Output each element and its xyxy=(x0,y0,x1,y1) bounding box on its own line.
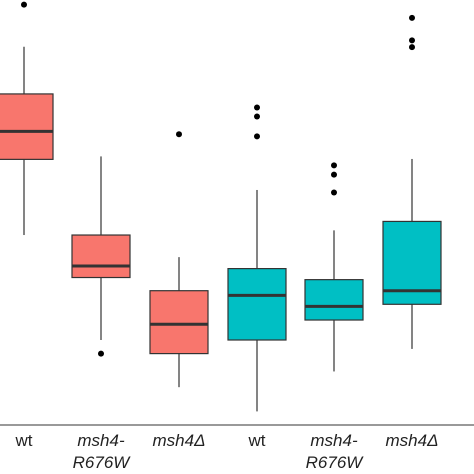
box-group xyxy=(304,162,364,372)
box-group xyxy=(71,156,131,357)
outlier-point xyxy=(409,44,415,51)
x-tick-label-line2: R676W xyxy=(306,453,365,472)
box-iqr xyxy=(227,268,287,341)
outlier-point xyxy=(331,162,337,169)
box-group xyxy=(149,131,209,388)
box-group xyxy=(0,1,54,236)
box-group xyxy=(382,14,442,349)
box-iqr xyxy=(71,234,131,279)
outlier-point xyxy=(331,189,337,196)
x-tick-label: wt xyxy=(15,431,33,450)
box-iqr xyxy=(0,93,54,160)
x-tick-label: msh4- xyxy=(77,431,125,450)
outlier-point xyxy=(331,171,337,178)
x-tick-label: msh4Δ xyxy=(386,431,439,450)
box-iqr xyxy=(304,279,364,321)
outlier-point xyxy=(176,131,182,138)
x-tick-label: wt xyxy=(248,431,266,450)
outlier-point xyxy=(254,113,260,120)
outlier-point xyxy=(21,1,27,8)
boxes-layer xyxy=(0,1,442,412)
box-group xyxy=(227,104,287,412)
x-tick-label: msh4- xyxy=(310,431,358,450)
x-tick-label: msh4Δ xyxy=(153,431,206,450)
outlier-point xyxy=(254,133,260,140)
x-tick-label-line2: R676W xyxy=(73,453,132,472)
outlier-point xyxy=(409,37,415,44)
x-tick-labels: wt msh4- R676W msh4Δ wt msh4- R676W msh4Δ xyxy=(15,431,439,472)
outlier-point xyxy=(254,104,260,111)
box-iqr xyxy=(149,290,209,355)
outlier-point xyxy=(409,14,415,21)
outlier-point xyxy=(98,350,104,357)
